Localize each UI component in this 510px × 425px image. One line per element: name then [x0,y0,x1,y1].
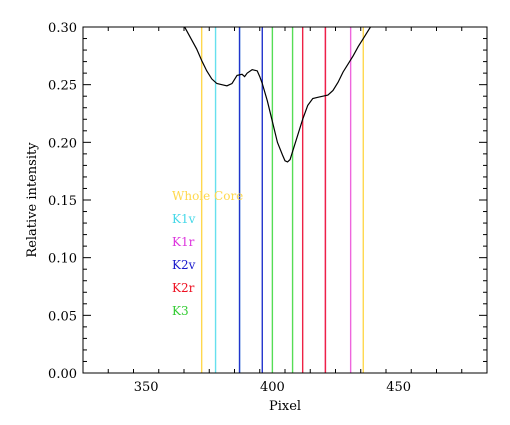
vertical-lines-group [200,27,364,373]
y-tick-label: 0.25 [48,79,77,94]
legend-label-k2r: K2r [172,281,195,295]
y-tick-label: 0.15 [48,194,77,209]
y-tick-label: 0.30 [48,21,77,36]
legend-label-whole-core: Whole Core [172,189,243,203]
y-axis-ticks: 0.00 0.05 0.10 0.15 0.20 0.25 0.30 [48,21,487,382]
y-tick-label: 0.20 [48,136,77,151]
x-tick-label: 450 [386,380,411,395]
legend-label-k1v: K1v [172,212,196,226]
legend-label-k2v: K2v [172,258,196,272]
y-tick-label: 0.10 [48,252,77,267]
curve-group [183,27,372,163]
intensity-curve-0 [183,27,372,163]
y-axis-label: Relative intensity [25,142,40,258]
plot-frame [82,26,488,374]
x-axis-label: Pixel [269,399,301,414]
y-tick-label: 0.00 [48,367,77,382]
legend: Whole Core K1v K1r K2v K2r K3 [172,189,243,318]
y-tick-label: 0.05 [48,309,77,324]
x-tick-label: 400 [260,380,285,395]
legend-label-k1r: K1r [172,235,195,249]
legend-label-k3: K3 [172,304,189,318]
x-tick-label: 350 [134,380,159,395]
x-axis-ticks: 350 400 450 [107,27,463,395]
